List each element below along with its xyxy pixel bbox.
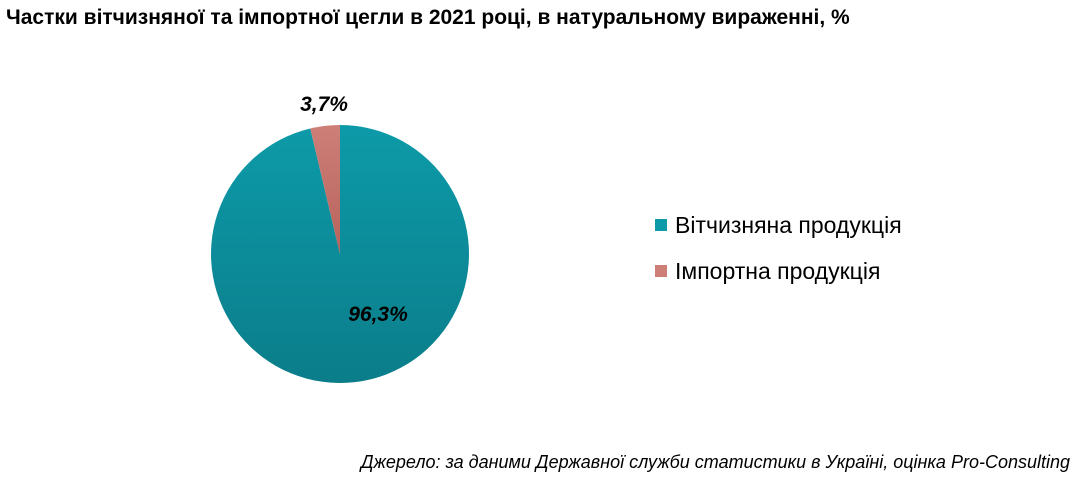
legend-item-import: Імпортна продукція xyxy=(655,248,902,294)
source-note: Джерело: за даними Державної служби стат… xyxy=(360,452,1070,472)
data-label-domestic: 96,3% xyxy=(348,303,408,326)
legend-swatch-import xyxy=(655,265,667,277)
legend-item-domestic: Вітчизняна продукція xyxy=(655,202,902,248)
legend-label-import: Імпортна продукція xyxy=(675,257,881,284)
legend: Вітчизняна продукція Імпортна продукція xyxy=(655,202,902,294)
chart-title: Частки вітчизняної та імпортної цегли в … xyxy=(6,6,850,29)
legend-label-domestic: Вітчизняна продукція xyxy=(675,211,902,238)
pie-slice-domestic xyxy=(210,125,469,383)
legend-swatch-domestic xyxy=(655,219,667,231)
data-label-import: 3,7% xyxy=(300,93,348,116)
pie-slice-import xyxy=(310,125,340,254)
